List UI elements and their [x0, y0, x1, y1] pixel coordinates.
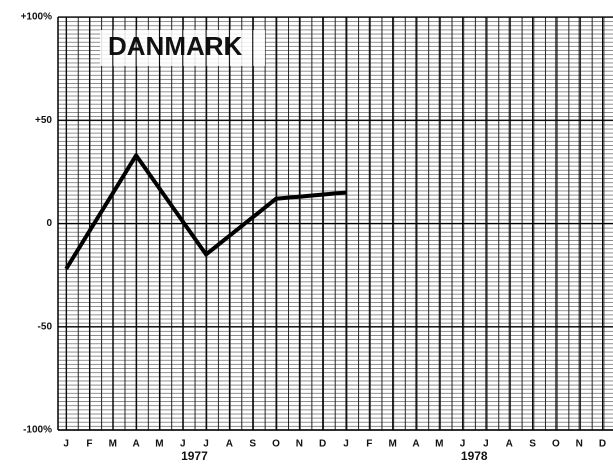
x-tick-label: O [552, 439, 560, 450]
chart-title: DANMARK [108, 31, 243, 61]
x-tick-label: M [155, 439, 163, 450]
x-tick-label: F [366, 439, 372, 450]
x-tick-label: A [506, 439, 513, 450]
x-tick-label: S [529, 439, 536, 450]
x-tick-label: D [599, 439, 606, 450]
y-tick-label: -100% [23, 425, 52, 436]
x-tick-label: N [296, 439, 303, 450]
x-tick-label: J [483, 439, 489, 450]
year-label: 1977 [181, 449, 208, 463]
data-line [64, 153, 347, 270]
x-tick-label: J [343, 439, 349, 450]
x-tick-label: F [86, 439, 92, 450]
year-label: 1978 [461, 449, 488, 463]
x-tick-label: J [460, 439, 466, 450]
x-tick-label: A [412, 439, 419, 450]
x-tick-label: A [133, 439, 140, 450]
x-tick-label: A [226, 439, 233, 450]
x-tick-label: D [319, 439, 326, 450]
y-tick-label: 0 [46, 218, 52, 229]
x-tick-label: J [180, 439, 186, 450]
x-tick-label: M [435, 439, 443, 450]
x-tick-label: J [63, 439, 69, 450]
x-tick-label: O [272, 439, 280, 450]
x-tick-label: M [388, 439, 396, 450]
x-tick-label: J [203, 439, 209, 450]
y-tick-label: -50 [38, 321, 53, 332]
x-tick-label: S [249, 439, 256, 450]
y-tick-label: +50 [35, 115, 52, 126]
y-tick-label: +100% [21, 12, 53, 23]
x-tick-label: M [109, 439, 117, 450]
x-tick-label: N [576, 439, 583, 450]
